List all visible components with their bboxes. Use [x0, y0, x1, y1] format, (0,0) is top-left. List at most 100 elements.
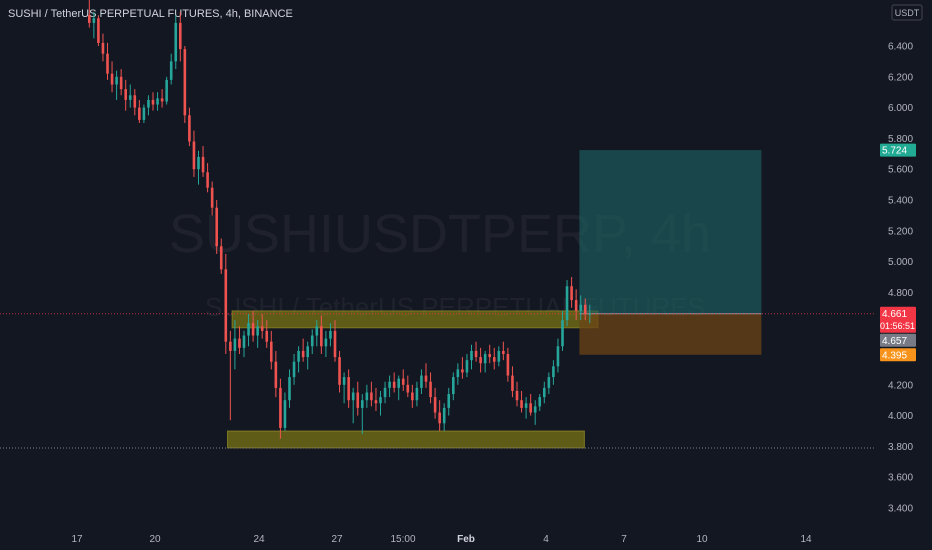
candle-body [447, 394, 451, 408]
candle-body [229, 341, 232, 351]
candle-body [511, 375, 514, 391]
candle-body [219, 246, 223, 270]
candle-body [101, 42, 105, 54]
candle-body [561, 320, 564, 347]
candle-body [160, 98, 164, 102]
time-tick-label: 14 [800, 534, 812, 545]
price-tick-label: 5.200 [888, 226, 913, 237]
candle-body [465, 360, 469, 373]
candle-body [552, 366, 555, 378]
take-profit-label: 5.724 [882, 146, 907, 157]
candle-body [520, 400, 523, 408]
price-tick-label: 5.400 [888, 196, 913, 207]
candle-body [192, 141, 196, 170]
time-tick-label: 7 [621, 534, 627, 545]
candle-body [279, 387, 282, 428]
stop-loss-label: 4.395 [882, 350, 907, 361]
candle-body [265, 330, 269, 342]
candle-body [110, 73, 114, 85]
candle-body [429, 381, 432, 398]
candle-body [306, 346, 309, 358]
last-price-label: 4.661 [882, 309, 907, 320]
candle-body [310, 335, 314, 347]
candle-body [315, 326, 319, 336]
candle-body [452, 377, 455, 395]
candle-body [338, 357, 341, 385]
candle-body [201, 156, 205, 173]
time-tick-label: Feb [457, 534, 475, 545]
candle-body [538, 397, 542, 407]
candle-body [383, 387, 387, 398]
candle-body [420, 375, 423, 388]
candle-body [401, 378, 405, 385]
candle-body [238, 338, 241, 348]
horizontal-lines [0, 313, 876, 449]
candle-body [188, 115, 191, 142]
candle-body [106, 53, 109, 74]
candle-body [388, 381, 391, 388]
price-tick-label: 3.800 [888, 442, 913, 453]
candle-body [411, 392, 414, 401]
candle-body [438, 412, 441, 424]
price-tick-label: 4.000 [888, 411, 913, 422]
currency-badge[interactable] [891, 4, 923, 21]
candle-body [260, 326, 264, 331]
candle-body [297, 350, 300, 362]
candle-body [529, 403, 532, 413]
price-tick-label: 5.600 [888, 165, 913, 176]
currency-label: USDT [895, 8, 920, 18]
candle-body [456, 369, 460, 378]
position-tool[interactable] [579, 150, 762, 355]
price-tick-label: 3.400 [888, 504, 913, 515]
price-axis[interactable]: 6 USDT 6.4006.2006.0005.8005.6005.4005.2… [876, 0, 932, 530]
time-tick-label: 4 [543, 534, 549, 545]
candle-body [288, 377, 291, 401]
price-tick-label: 4.200 [888, 380, 913, 391]
candle-body [579, 304, 582, 311]
time-tick-label: 17 [71, 534, 83, 545]
candle-body [461, 369, 464, 373]
zone-rect-1[interactable] [227, 430, 585, 449]
stop-loss-label-bg [880, 348, 916, 362]
candle-body [506, 354, 510, 376]
candle-body [474, 350, 478, 358]
profit-zone[interactable] [579, 150, 762, 314]
zones-layer [227, 310, 599, 449]
candle-body [488, 354, 491, 358]
price-tick-label: 6.200 [888, 72, 913, 83]
candle-body [142, 107, 146, 120]
candle-body [124, 89, 127, 100]
time-tick-label: 27 [331, 534, 343, 545]
candle-body [515, 390, 519, 401]
candle-body [224, 269, 228, 342]
candle-body [138, 107, 141, 120]
candle-body [320, 326, 323, 347]
candle-body [497, 350, 501, 362]
candle-body [556, 346, 560, 367]
loss-zone[interactable] [579, 313, 762, 355]
time-axis[interactable]: 17 20 24 27 15:00 Feb 4 7 10 14 [0, 530, 932, 550]
candle-body [169, 61, 173, 80]
candle-body [533, 406, 537, 413]
candle-body [524, 403, 528, 408]
candle-body [588, 313, 592, 315]
candle-body [179, 22, 182, 50]
candle-body [351, 392, 355, 401]
candle-body [356, 392, 360, 408]
candle-body [151, 99, 155, 105]
candle-body [247, 323, 250, 336]
price-tick-label: 4.800 [888, 288, 913, 299]
candle-body [583, 304, 587, 314]
candle-body [365, 392, 369, 401]
candle-body [251, 323, 255, 336]
candle-body [370, 392, 373, 401]
ref-price-label: 4.657 [882, 336, 907, 347]
candle-body [215, 207, 218, 247]
candle-body [274, 361, 278, 388]
candle-body [470, 350, 473, 361]
time-tick-label: 15:00 [390, 534, 415, 545]
candle-body [342, 377, 346, 385]
candle-body [565, 286, 569, 321]
